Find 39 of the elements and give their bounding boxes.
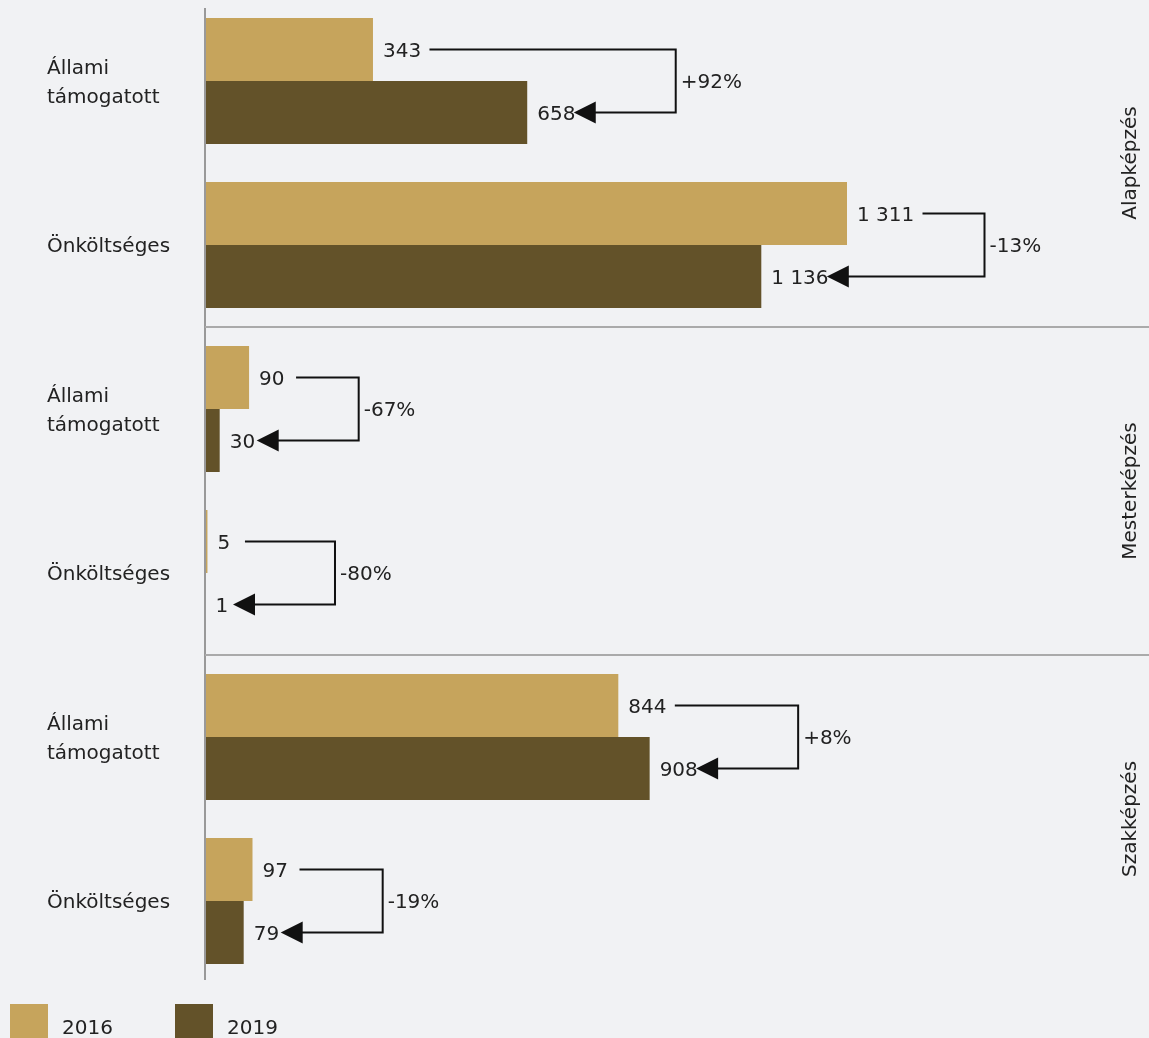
bar bbox=[205, 674, 619, 737]
data-label: 908 bbox=[659, 756, 698, 781]
text: -13% bbox=[989, 233, 1042, 257]
annotation: -80% bbox=[339, 561, 392, 585]
data-label: 90 bbox=[259, 365, 285, 390]
bar bbox=[205, 409, 220, 472]
annotation: +8% bbox=[803, 725, 852, 749]
text: Mesterképzés bbox=[1117, 422, 1141, 560]
data-label: 844 bbox=[628, 693, 667, 718]
data-label: 1 136 bbox=[771, 264, 829, 289]
bar bbox=[205, 18, 373, 81]
data-label: 1 bbox=[215, 592, 229, 617]
data-label: 1 311 bbox=[857, 201, 915, 226]
y-tick-label: Önköltséges bbox=[47, 889, 171, 913]
data-label: 658 bbox=[537, 100, 576, 125]
data-label: 5 bbox=[217, 529, 231, 554]
bar bbox=[205, 838, 253, 901]
bar bbox=[205, 182, 847, 245]
text: Szakképzés bbox=[1117, 760, 1141, 878]
bar bbox=[205, 81, 528, 144]
y-tick-label: Állami támogatott bbox=[47, 383, 160, 436]
data-label: 97 bbox=[262, 857, 288, 882]
annotation: -19% bbox=[387, 889, 440, 913]
bar bbox=[205, 346, 250, 409]
y-tick-label: Állami támogatott bbox=[47, 55, 160, 108]
text: Alapképzés bbox=[1117, 106, 1141, 220]
bar bbox=[205, 901, 244, 964]
data-label: 79 bbox=[253, 920, 280, 945]
legend-label: 2019 bbox=[227, 1015, 278, 1038]
data-label: 343 bbox=[382, 37, 422, 62]
data-label: 30 bbox=[229, 428, 256, 453]
bar bbox=[205, 737, 650, 800]
y-tick-label: Állami támogatott bbox=[47, 711, 160, 764]
y-tick-label: Önköltséges bbox=[47, 561, 171, 585]
bar bbox=[205, 245, 762, 308]
y-tick-label: Önköltséges bbox=[47, 233, 171, 257]
annotation: +92% bbox=[680, 69, 742, 93]
annotation: -67% bbox=[363, 397, 416, 421]
legend-label: 2016 bbox=[62, 1015, 113, 1038]
